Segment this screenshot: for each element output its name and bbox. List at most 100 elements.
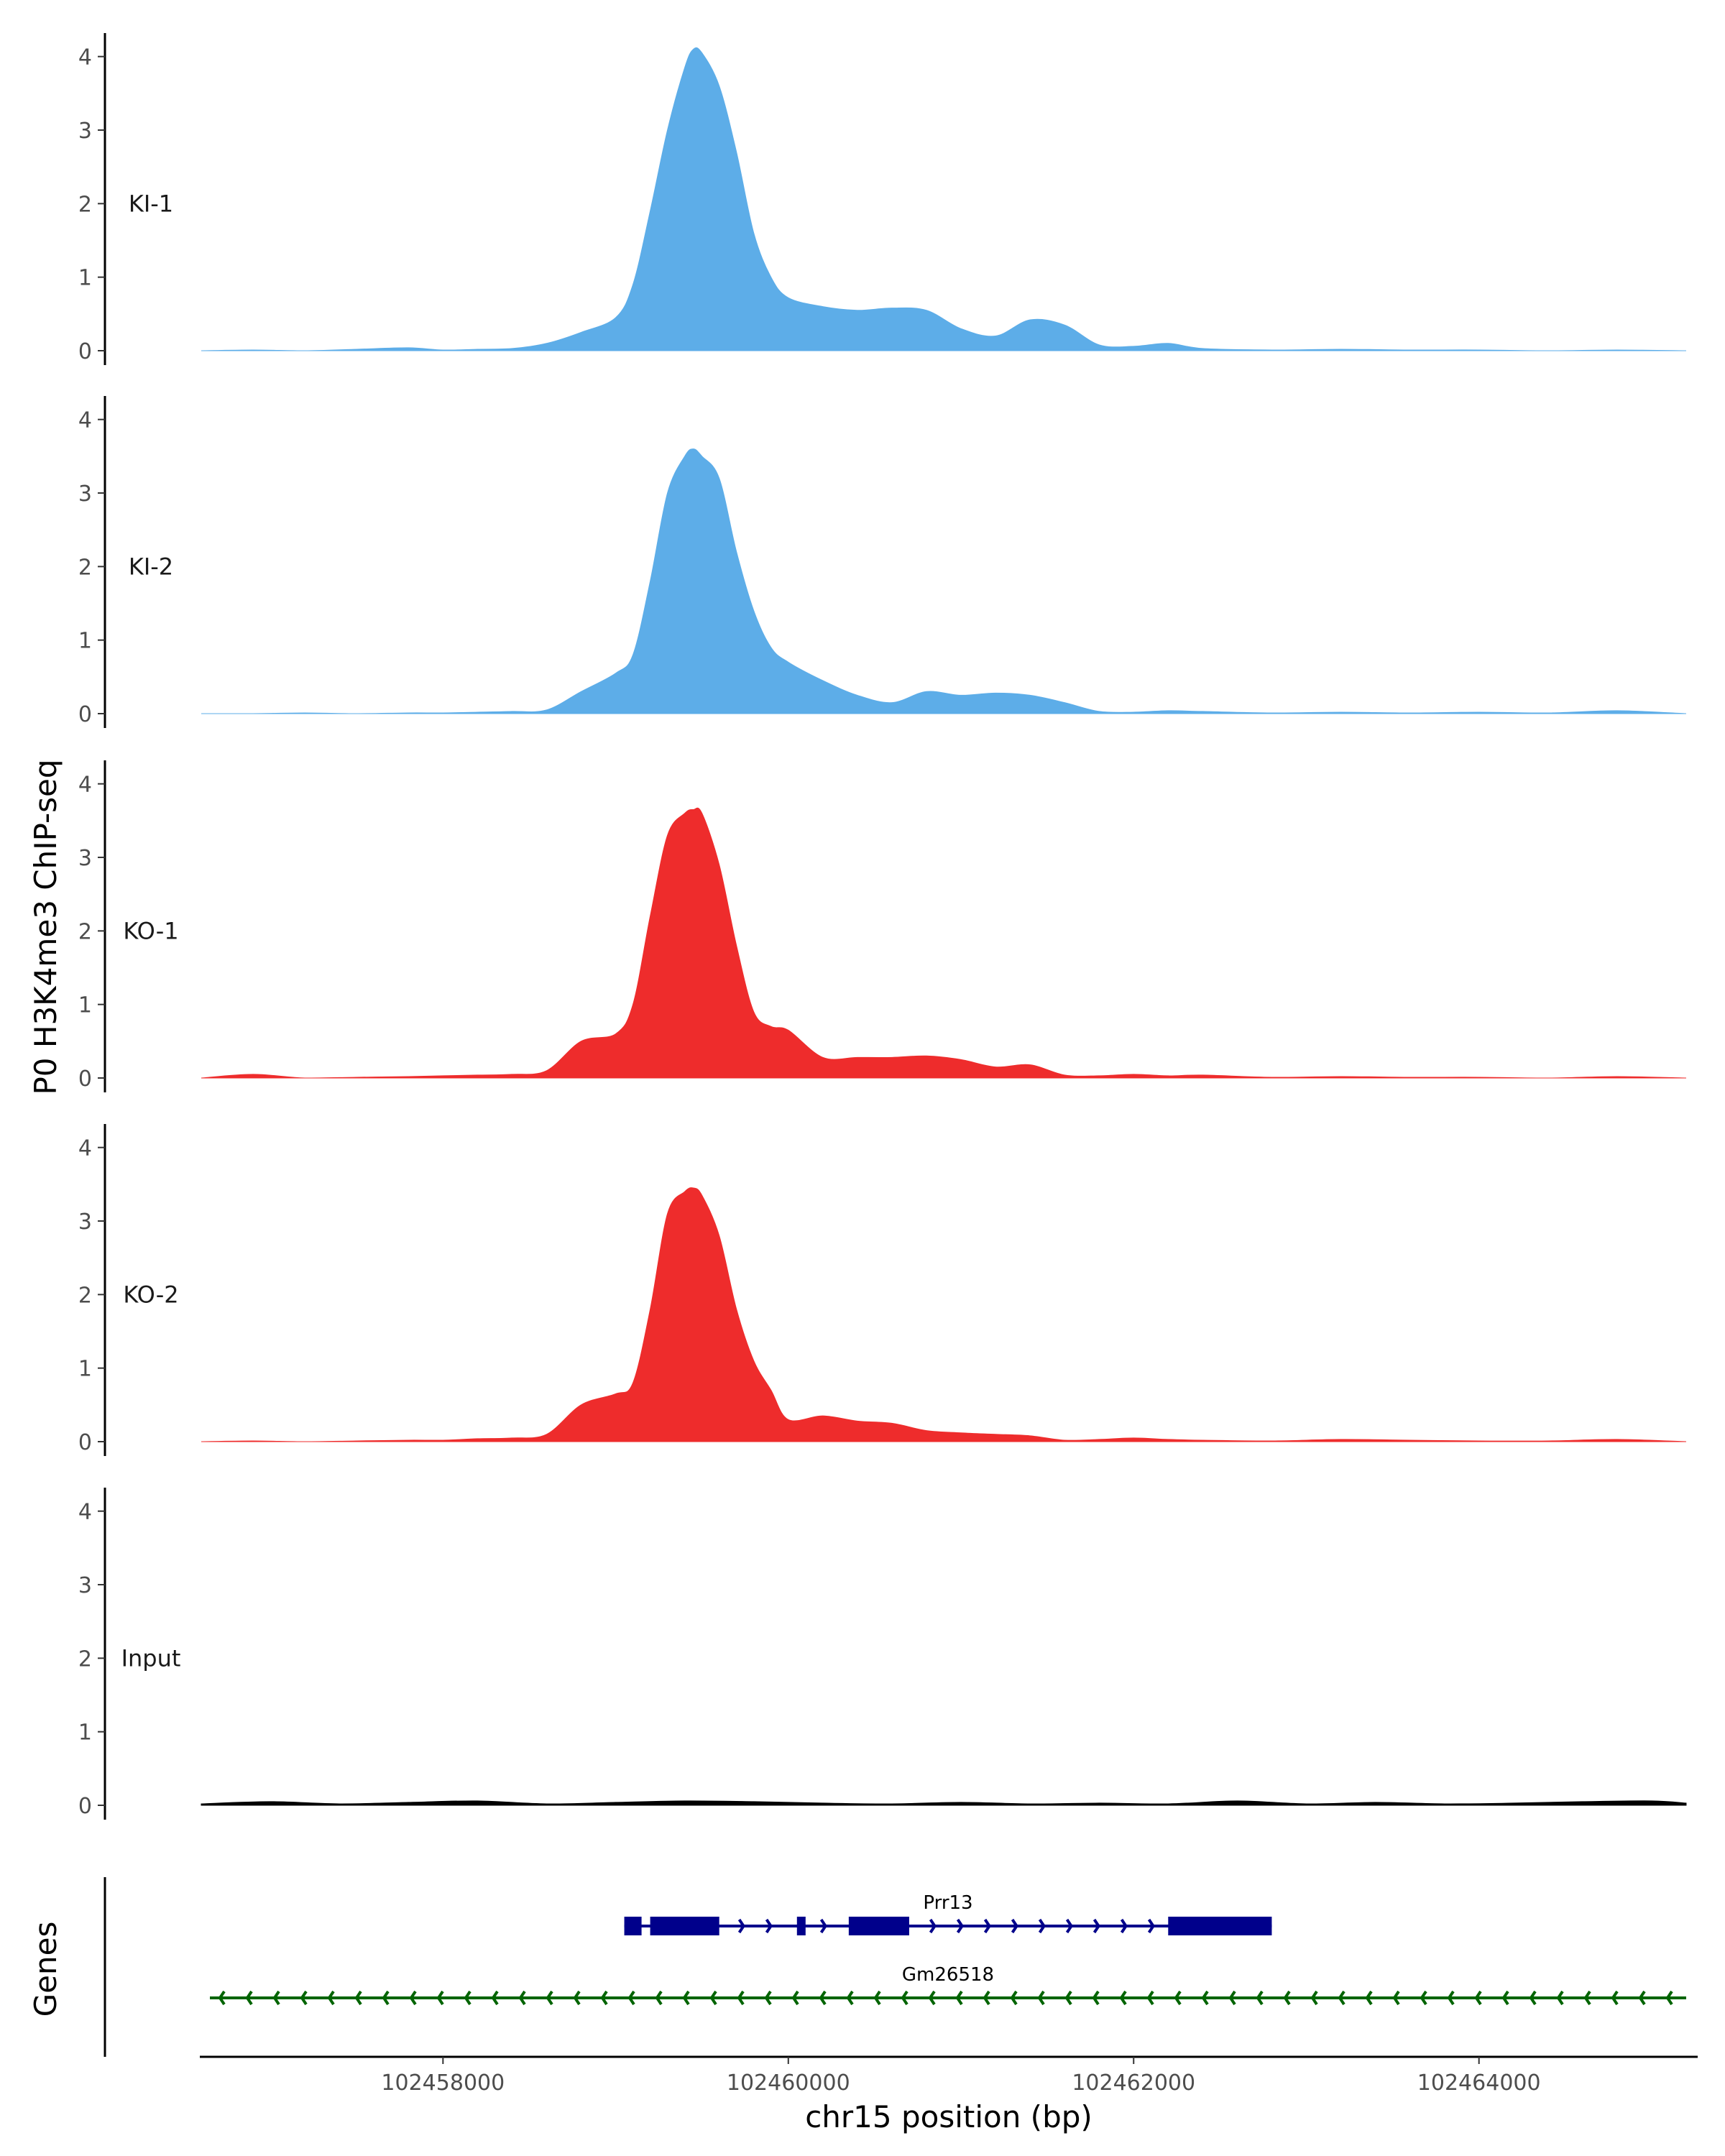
y-tick-label: 1 xyxy=(78,1357,92,1382)
strand-chevron xyxy=(1310,1990,1318,2006)
y-tick-label: 4 xyxy=(78,408,92,433)
strand-chevron xyxy=(682,1990,690,2006)
gene-exon xyxy=(624,1917,642,1935)
strand-chevron xyxy=(464,1990,472,2006)
strand-chevron xyxy=(956,1918,964,1934)
strand-chevron xyxy=(1174,1990,1182,2006)
y-tick-label: 0 xyxy=(78,702,92,727)
track-ko-2: 0 1 2 3 4 KO-2 xyxy=(78,1124,1686,1456)
y-tick-label: 3 xyxy=(78,482,92,507)
signal-area-ki-2 xyxy=(201,448,1687,714)
gene-gm26518: Gm26518 xyxy=(210,1964,1686,2006)
y-tick-label: 4 xyxy=(78,773,92,798)
x-tick-label: 102464000 xyxy=(1417,2070,1541,2096)
strand-chevron xyxy=(436,1990,444,2006)
strand-chevron xyxy=(737,1918,745,1934)
y-tick-label: 4 xyxy=(78,1500,92,1525)
y-tick-label: 0 xyxy=(78,339,92,364)
track-input: 0 1 2 3 4 Input xyxy=(78,1488,1687,1820)
strand-chevron xyxy=(1092,1918,1100,1934)
strand-chevron xyxy=(1338,1990,1346,2006)
y-tick-label: 3 xyxy=(78,1573,92,1598)
strand-chevron xyxy=(1611,1990,1619,2006)
signal-area-ko-1 xyxy=(201,807,1686,1079)
y-tick-label: 4 xyxy=(78,45,92,70)
strand-chevron xyxy=(272,1990,280,2006)
strand-chevron xyxy=(300,1990,308,2006)
strand-chevron xyxy=(1092,1990,1100,2006)
y-tick-label: 0 xyxy=(78,1794,92,1819)
strand-chevron xyxy=(765,1918,773,1934)
strand-chevron xyxy=(873,1990,881,2006)
track-ki-2: 0 1 2 3 4 KI-2 xyxy=(78,396,1687,728)
y-tick-label: 1 xyxy=(78,266,92,291)
gene-exon xyxy=(650,1917,719,1935)
strand-chevron xyxy=(928,1990,936,2006)
strand-chevron xyxy=(409,1990,417,2006)
gene-track: Prr13 Gm26518 xyxy=(104,1877,1686,2057)
y-tick-label: 2 xyxy=(78,919,92,944)
y-tick-label: 3 xyxy=(78,1210,92,1235)
x-tick-label: 102460000 xyxy=(727,2070,850,2096)
y-tick-label: 0 xyxy=(78,1067,92,1092)
strand-chevron xyxy=(1665,1990,1673,2006)
gene-label: Gm26518 xyxy=(902,1964,994,1986)
strand-chevron xyxy=(1256,1990,1264,2006)
track-ko-1: 0 1 2 3 4 KO-1 xyxy=(78,760,1686,1092)
strand-chevron xyxy=(1119,1990,1127,2006)
y-tick-label: 4 xyxy=(78,1136,92,1161)
y-tick-label: 2 xyxy=(78,1646,92,1672)
strand-chevron xyxy=(354,1990,362,2006)
strand-chevron xyxy=(327,1990,335,2006)
strand-chevron xyxy=(791,1990,799,2006)
y-axis-title: P0 H3K4me3 ChIP-seq xyxy=(28,759,63,1095)
track-label: KO-1 xyxy=(123,917,178,944)
gene-prr13: Prr13 xyxy=(624,1892,1272,1935)
strand-chevron xyxy=(819,1990,827,2006)
strand-chevron xyxy=(1201,1990,1209,2006)
strand-chevron xyxy=(1037,1990,1045,2006)
strand-chevron xyxy=(491,1990,499,2006)
strand-chevron xyxy=(573,1990,581,2006)
gene-exon xyxy=(796,1917,806,1935)
y-tick-label: 3 xyxy=(78,119,92,144)
x-axis: 102458000 102460000 102462000 102464000 xyxy=(200,2055,1698,2096)
strand-chevron xyxy=(929,1918,937,1934)
y-tick-label: 2 xyxy=(78,1283,92,1308)
strand-chevron xyxy=(1365,1990,1373,2006)
strand-chevron xyxy=(1474,1990,1482,2006)
gene-exon xyxy=(1168,1917,1272,1935)
x-tick-label: 102458000 xyxy=(381,2070,505,2096)
strand-chevron xyxy=(546,1990,553,2006)
strand-chevron xyxy=(1583,1990,1591,2006)
strand-chevron xyxy=(1228,1990,1236,2006)
strand-chevron xyxy=(1038,1918,1046,1934)
track-ki-1: 0 1 2 3 4 KI-1 xyxy=(78,33,1686,365)
track-label: KO-2 xyxy=(123,1281,178,1308)
strand-chevron xyxy=(1392,1990,1400,2006)
strand-chevron xyxy=(600,1990,608,2006)
strand-chevron xyxy=(955,1990,963,2006)
strand-chevron xyxy=(627,1990,635,2006)
strand-chevron xyxy=(1120,1918,1128,1934)
signal-tracks: 0 1 2 3 4 KI-1 0 1 2 3 4 KI-2 0 1 2 3 4 KO-1 0 1 2 3 4 KO-2 0 1 2 3… xyxy=(78,33,1687,1820)
strand-chevron xyxy=(1529,1990,1537,2006)
strand-chevron xyxy=(1011,1918,1018,1934)
track-label: KI-2 xyxy=(129,553,173,580)
signal-area-ki-1 xyxy=(201,47,1686,351)
strand-chevron xyxy=(846,1990,854,2006)
strand-chevron xyxy=(655,1990,663,2006)
strand-chevron xyxy=(1283,1990,1291,2006)
strand-chevron xyxy=(737,1990,745,2006)
strand-chevron xyxy=(1065,1918,1073,1934)
x-axis-title: chr15 position (bp) xyxy=(805,2099,1092,2134)
strand-chevron xyxy=(1064,1990,1072,2006)
gene-exon xyxy=(848,1917,909,1935)
x-tick-label: 102462000 xyxy=(1072,2070,1195,2096)
strand-chevron xyxy=(1146,1990,1154,2006)
strand-chevron xyxy=(1420,1990,1427,2006)
strand-chevron xyxy=(1638,1990,1646,2006)
y-tick-label: 1 xyxy=(78,993,92,1018)
strand-chevron xyxy=(1447,1990,1455,2006)
